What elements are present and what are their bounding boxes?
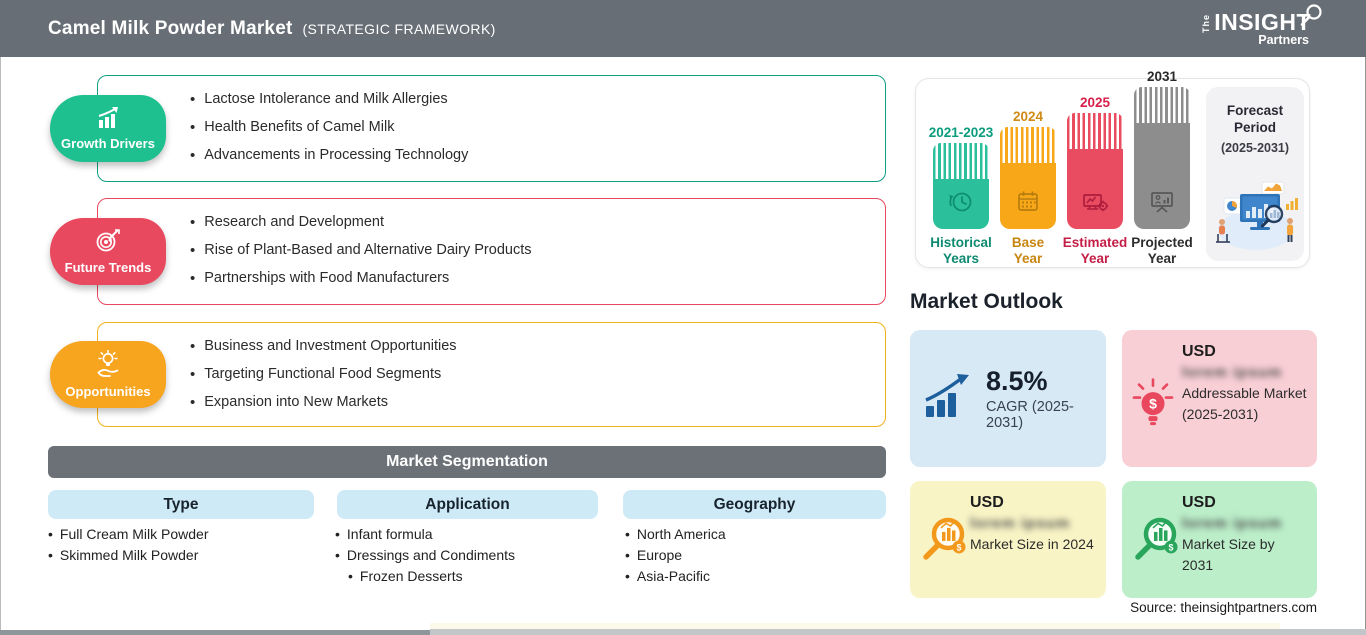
list-item: Rise of Plant-Based and Alternative Dair… [190,236,865,264]
list-item: Skimmed Milk Powder [48,544,209,565]
calendar-icon [1013,187,1043,222]
forecast-period-panel: Forecast Period (2025-2031) [1206,87,1304,261]
blurred-value: lorem ipsum [1182,364,1283,381]
list-item: Research and Development [190,208,865,236]
cagr-card: 8.5% CAGR (2025-2031) [910,330,1106,467]
svg-text:$: $ [1168,542,1173,552]
bottom-strip-right [430,629,1366,635]
list-item: North America [625,523,726,544]
magnifier-chart-icon: $ [1130,511,1186,572]
cagr-label: CAGR (2025-2031) [986,399,1074,431]
currency-label: USD [1182,494,1216,511]
type-list: Full Cream Milk Powder Skimmed Milk Powd… [48,523,209,565]
bottom-strip-left [0,630,430,635]
opportunities-box: Business and Investment Opportunities Ta… [97,322,886,427]
cagr-value: 8.5% [986,366,1048,396]
future-trends-badge: Future Trends [50,218,166,285]
source-attribution: Source: theinsightpartners.com [1130,600,1317,615]
magnifier-icon [1297,2,1325,35]
timeline-caption: Base Year [1011,235,1045,267]
timeline-year: 2031 [1146,69,1178,84]
timeline-year: 2021-2023 [928,125,994,140]
insight-partners-logo: The INSIGHT Partners [1201,3,1322,47]
estimated-year-bar [1067,113,1123,229]
market-segmentation-title: Market Segmentation [386,453,548,470]
growth-drivers-badge: Growth Drivers [50,95,166,162]
timeline-year: 2025 [1079,95,1111,110]
list-item: Advancements in Processing Technology [190,141,865,169]
list-item: Europe [625,544,726,565]
bottom-strip-cream [430,623,1280,629]
opportunities-badge: Opportunities [50,341,166,408]
currency-label: USD [970,494,1004,511]
timeline-panel: 2021-2023 2024 2025 2031 [915,69,1310,268]
growth-bars-arrow-icon [924,373,976,424]
svg-text:$: $ [956,542,961,552]
segmentation-column-type: Type [48,490,314,519]
future-trends-box: Research and Development Rise of Plant-B… [97,198,886,305]
page-title-main: Camel Milk Powder Market [48,17,293,39]
list-item: Expansion into New Markets [190,388,865,416]
page-title: Camel Milk Powder Market (STRATEGIC FRAM… [48,18,496,40]
growth-drivers-box: Lactose Intolerance and Milk Allergies H… [97,75,886,182]
segmentation-column-geography: Geography [623,490,886,519]
market-size-2024-card: $ USD lorem ipsum Market Size in 2024 [910,481,1106,598]
header-bar: Camel Milk Powder Market (STRATEGIC FRAM… [0,0,1366,57]
blurred-value: lorem ipsum [970,515,1071,532]
page-title-subtitle: (STRATEGIC FRAMEWORK) [302,20,496,37]
projected-year-bar [1134,87,1190,229]
list-item: Asia-Pacific [625,565,726,586]
historical-years-bar [933,143,989,229]
presentation-icon [1147,187,1177,222]
blurred-value: lorem ipsum [1182,515,1283,532]
badge-label: Future Trends [64,259,152,275]
timeline-caption: Projected Year [1131,235,1193,267]
monitor-gear-icon [1079,187,1111,222]
base-year-bar [1000,127,1056,229]
list-item: Targeting Functional Food Segments [190,360,865,388]
analytics-illustration [1210,176,1300,257]
list-item: Partnerships with Food Manufacturers [190,264,865,292]
target-dart-icon [95,228,121,258]
list-item: Frozen Desserts [348,565,515,586]
badge-label: Growth Drivers [61,136,155,151]
badge-label: Opportunities [65,384,151,399]
magnifier-chart-icon: $ [918,511,974,572]
list-item: Lactose Intolerance and Milk Allergies [190,85,865,113]
market-size-2031-card: $ USD lorem ipsum Market Size by 2031 [1122,481,1317,598]
card-label: Addressable Market (2025-2031) [1182,385,1307,422]
geography-list: North America Europe Asia-Pacific [625,523,726,586]
list-item: Infant formula [335,523,515,544]
segmentation-column-application: Application [337,490,598,519]
list-item: Business and Investment Opportunities [190,332,865,360]
timeline-year: 2024 [1012,109,1044,124]
list-item: Dressings and Condiments [335,544,515,565]
market-outlook-title: Market Outlook [910,290,1063,313]
bulb-hand-icon [95,349,121,382]
bulb-dollar-icon: $ [1130,376,1176,435]
logo-the-text: The [1201,13,1212,33]
card-label: Market Size by 2031 [1182,536,1275,573]
addressable-market-card: $ USD lorem ipsum Addressable Market (20… [1122,330,1317,467]
logo-partners-text: Partners [1258,32,1309,47]
svg-text:$: $ [1149,395,1157,411]
currency-label: USD [1182,343,1216,360]
card-label: Market Size in 2024 [970,536,1094,552]
clock-history-icon [946,187,976,222]
logo-insight-text: INSIGHT [1214,8,1311,35]
market-segmentation-header: Market Segmentation [48,446,886,478]
timeline-caption: Estimated Year [1062,235,1128,267]
application-list: Infant formula Dressings and Condiments … [335,523,515,586]
list-item: Full Cream Milk Powder [48,523,209,544]
list-item: Health Benefits of Camel Milk [190,113,865,141]
timeline-caption: Historical Years [930,235,992,267]
growth-chart-icon [95,106,122,134]
